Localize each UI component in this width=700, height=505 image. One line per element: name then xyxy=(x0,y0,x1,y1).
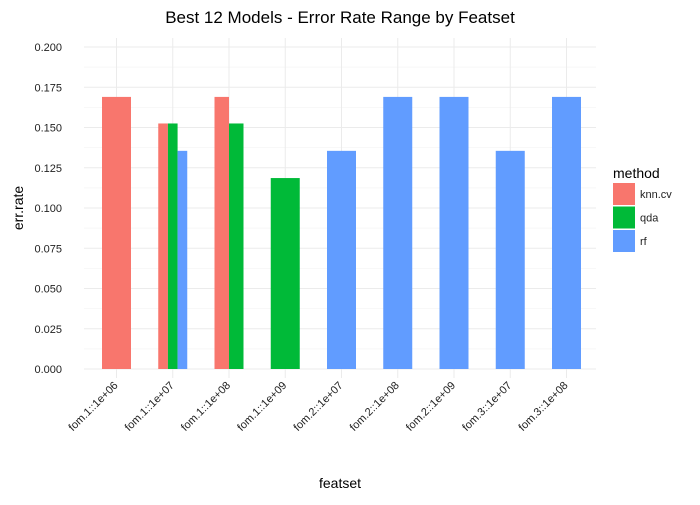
x-tick-label: fom.2::1e+07 xyxy=(292,380,346,434)
x-tick-label: fom.2::1e+08 xyxy=(348,380,402,434)
legend-title: method xyxy=(613,165,660,181)
legend-label-qda: qda xyxy=(640,213,659,225)
bar-qda xyxy=(229,123,244,369)
bar-rf xyxy=(552,96,581,369)
y-tick-label: 0.150 xyxy=(34,123,62,135)
chart-title: Best 12 Models - Error Rate Range by Fea… xyxy=(165,8,515,27)
x-tick-label: fom.1::1e+09 xyxy=(235,380,289,434)
x-tick-label: fom.1::1e+07 xyxy=(123,380,177,434)
legend-swatch-qda xyxy=(613,206,635,229)
legend: method knn.cv qda rf xyxy=(613,165,672,252)
bar-rf xyxy=(495,150,525,369)
bar-qda xyxy=(270,178,300,369)
bar-knn.cv xyxy=(102,96,131,369)
x-axis-title: featset xyxy=(319,475,361,491)
y-tick-label: 0.050 xyxy=(34,284,62,296)
y-axis: 0.000 0.025 0.050 0.075 0.100 0.125 0.150 0.175… xyxy=(34,42,62,376)
y-axis-title: err.rate xyxy=(10,186,26,231)
x-tick-label: fom.1::1e+06 xyxy=(67,380,121,434)
y-tick-label: 0.175 xyxy=(34,82,62,94)
bar-knn.cv xyxy=(158,123,168,369)
bars xyxy=(102,96,581,369)
x-axis: fom.1::1e+06 fom.1::1e+07 fom.1::1e+08 fom.… xyxy=(67,380,571,434)
bar-rf xyxy=(327,150,356,369)
legend-label-knn.cv: knn.cv xyxy=(640,189,672,201)
bar-rf xyxy=(439,96,469,369)
y-tick-label: 0.100 xyxy=(34,203,62,215)
bar-knn.cv xyxy=(214,96,229,369)
legend-swatch-knn.cv xyxy=(613,183,635,205)
x-tick-label: fom.1::1e+08 xyxy=(179,380,233,434)
y-tick-label: 0.125 xyxy=(34,163,62,175)
y-tick-label: 0.025 xyxy=(34,324,62,336)
y-tick-label: 0.200 xyxy=(34,42,62,54)
y-tick-label: 0.000 xyxy=(34,364,62,376)
x-tick-label: fom.3::1e+08 xyxy=(517,380,571,434)
y-tick-label: 0.075 xyxy=(34,243,62,255)
x-tick-label: fom.3::1e+07 xyxy=(460,380,514,434)
legend-label-rf: rf xyxy=(640,236,648,248)
bar-rf xyxy=(383,96,413,369)
x-tick-label: fom.2::1e+09 xyxy=(404,380,458,434)
bar-rf xyxy=(177,150,188,369)
legend-swatch-rf xyxy=(613,230,635,252)
bar-qda xyxy=(167,123,178,369)
